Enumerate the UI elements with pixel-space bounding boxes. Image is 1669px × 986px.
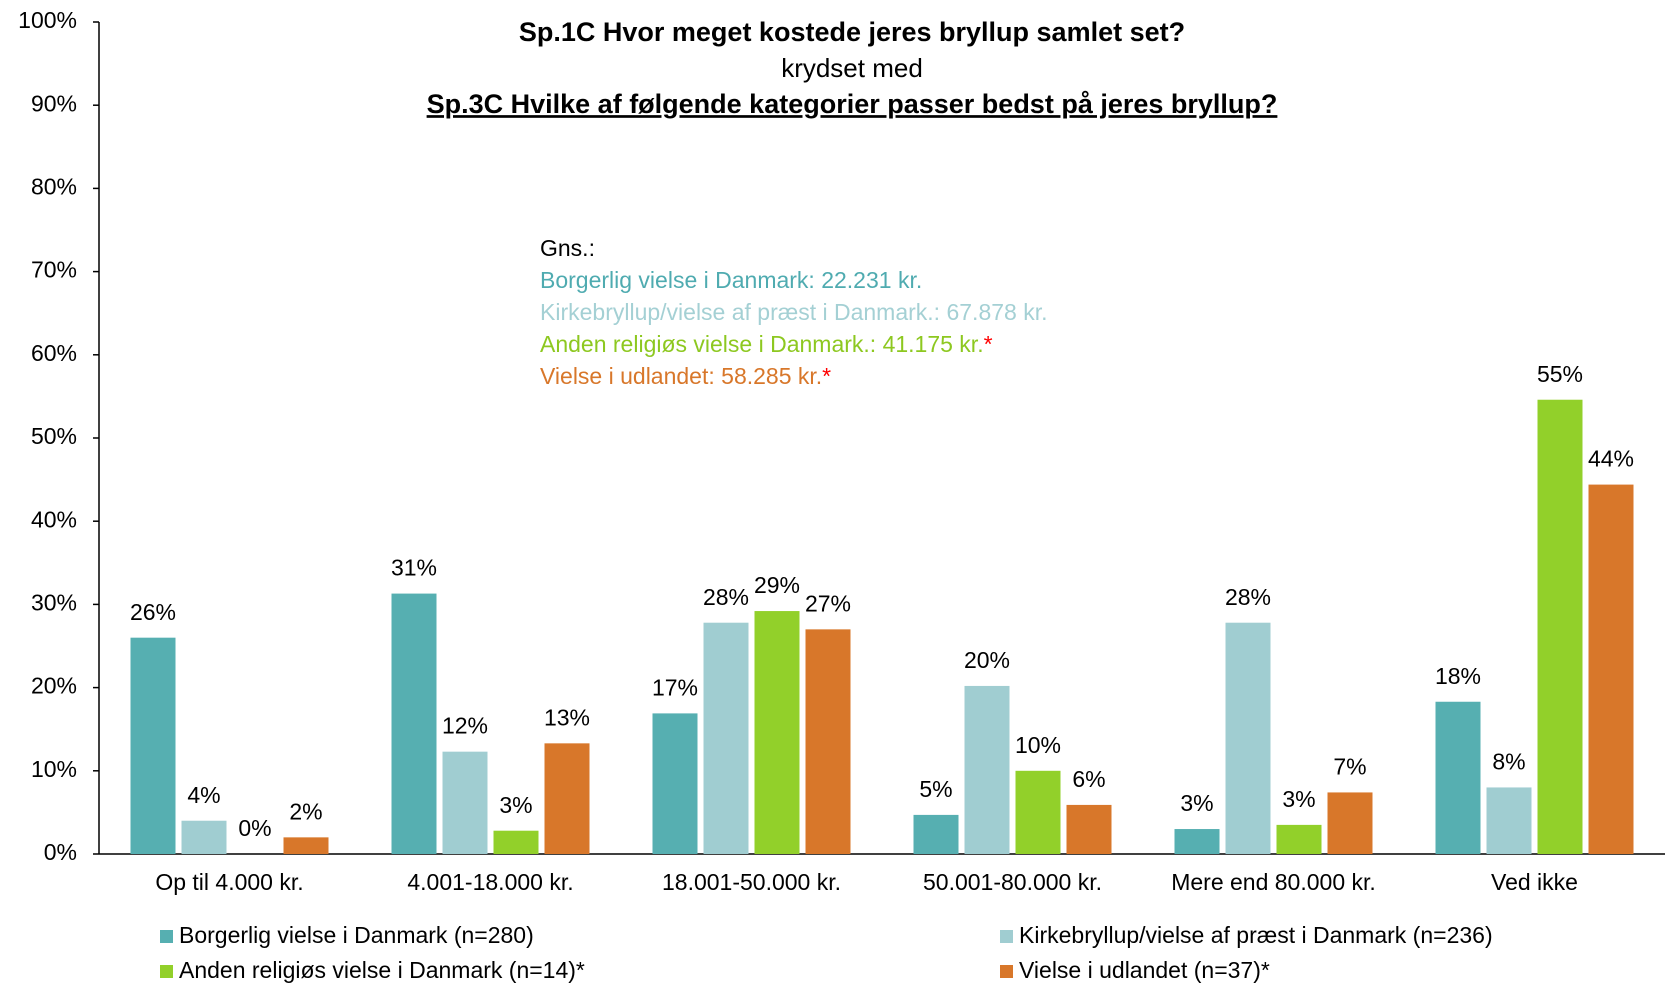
y-tick-label: 70% <box>31 257 77 283</box>
y-tick-label: 100% <box>18 7 77 33</box>
y-tick-label: 60% <box>31 340 77 366</box>
legend-label: Anden religiøs vielse i Danmark (n=14)* <box>179 957 585 983</box>
data-label: 20% <box>964 647 1010 673</box>
legend-label: Vielse i udlandet (n=37)* <box>1019 957 1270 983</box>
data-label: 7% <box>1333 754 1366 780</box>
data-label: 2% <box>289 798 322 824</box>
legend-swatch <box>1000 930 1013 943</box>
data-label: 17% <box>652 674 698 700</box>
chart-subtitle: krydset med <box>781 53 923 83</box>
data-label: 29% <box>754 572 800 598</box>
data-label: 44% <box>1588 446 1634 472</box>
data-label: 26% <box>130 599 176 625</box>
bar <box>703 622 749 854</box>
legend-swatch <box>1000 965 1013 978</box>
annotation-text: Kirkebryllup/vielse af præst i Danmark.:… <box>540 299 1047 325</box>
data-label: 31% <box>391 555 437 581</box>
x-tick-label: Mere end 80.000 kr. <box>1171 869 1376 895</box>
bar <box>1015 770 1061 854</box>
bar <box>1327 792 1373 854</box>
data-label: 12% <box>442 713 488 739</box>
bar <box>1537 399 1583 854</box>
data-label: 28% <box>703 584 749 610</box>
legend-swatch <box>160 930 173 943</box>
data-label: 3% <box>1282 786 1315 812</box>
y-tick-label: 40% <box>31 506 77 532</box>
data-label: 0% <box>238 815 271 841</box>
annotation-mark: * <box>984 331 993 357</box>
data-label: 5% <box>919 776 952 802</box>
bar <box>964 685 1010 854</box>
data-label: 6% <box>1072 766 1105 792</box>
annotation-text: Vielse i udlandet: 58.285 kr. <box>540 363 822 389</box>
annotation: Borgerlig vielse i Danmark: 22.231 kr. <box>540 267 922 293</box>
bar <box>1174 829 1220 854</box>
chart-title-2: Sp.3C Hvilke af følgende kategorier pass… <box>427 89 1278 119</box>
annotation: Anden religiøs vielse i Danmark.: 41.175… <box>540 331 993 357</box>
bar <box>1588 484 1634 854</box>
bar <box>544 743 590 854</box>
bar <box>1225 622 1271 854</box>
legend-label: Borgerlig vielse i Danmark (n=280) <box>179 922 534 948</box>
bar <box>1276 824 1322 854</box>
annotation: Kirkebryllup/vielse af præst i Danmark.:… <box>540 299 1047 325</box>
legend-swatch <box>160 965 173 978</box>
data-label: 55% <box>1537 361 1583 387</box>
annotation-text: Borgerlig vielse i Danmark: 22.231 kr. <box>540 267 922 293</box>
bar <box>652 713 698 854</box>
data-label: 10% <box>1015 732 1061 758</box>
bar <box>913 814 959 854</box>
y-tick-label: 10% <box>31 756 77 782</box>
chart-title: Sp.1C Hvor meget kostede jeres bryllup s… <box>519 17 1185 47</box>
annotation-title: Gns.: <box>540 235 595 261</box>
annotation-mark: * <box>822 363 831 389</box>
annotation: Vielse i udlandet: 58.285 kr.* <box>540 363 831 389</box>
x-tick-label: Ved ikke <box>1491 869 1578 895</box>
x-tick-label: Op til 4.000 kr. <box>155 869 303 895</box>
bar <box>493 830 539 854</box>
data-label: 28% <box>1225 584 1271 610</box>
data-label: 3% <box>499 792 532 818</box>
x-tick-label: 50.001-80.000 kr. <box>923 869 1102 895</box>
y-tick-label: 80% <box>31 173 77 199</box>
bar <box>805 629 851 854</box>
data-label: 18% <box>1435 663 1481 689</box>
data-label: 8% <box>1492 749 1525 775</box>
x-tick-label: 4.001-18.000 kr. <box>407 869 573 895</box>
y-tick-label: 30% <box>31 589 77 615</box>
bar <box>442 751 488 854</box>
bar <box>283 837 329 854</box>
data-label: 27% <box>805 590 851 616</box>
y-tick-label: 90% <box>31 90 77 116</box>
x-tick-label: 18.001-50.000 kr. <box>662 869 841 895</box>
bar <box>1435 701 1481 854</box>
bar <box>1066 804 1112 854</box>
bar <box>1486 787 1532 854</box>
annotation-text: Anden religiøs vielse i Danmark.: 41.175… <box>540 331 984 357</box>
y-tick-label: 0% <box>44 839 77 865</box>
bar <box>754 611 800 854</box>
bar <box>181 820 227 854</box>
bar <box>130 637 176 854</box>
data-label: 13% <box>544 704 590 730</box>
data-label: 4% <box>187 782 220 808</box>
bar <box>391 593 437 854</box>
data-label: 3% <box>1180 790 1213 816</box>
y-tick-label: 20% <box>31 673 77 699</box>
legend-label: Kirkebryllup/vielse af præst i Danmark (… <box>1019 922 1493 948</box>
y-tick-label: 50% <box>31 423 77 449</box>
